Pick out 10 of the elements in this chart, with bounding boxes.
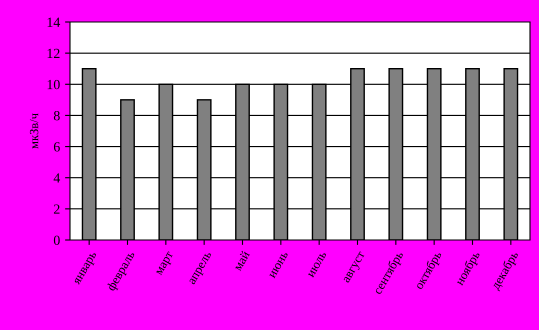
- y-tick-label: 12: [48, 48, 60, 58]
- y-tick-label: 10: [48, 80, 60, 90]
- y-tick-label: 6: [54, 142, 60, 152]
- y-axis-title: мкЗв/ч: [30, 113, 38, 149]
- y-tick-label: 14: [48, 18, 60, 27]
- y-tick-label: 4: [54, 173, 60, 183]
- x-tick-label: май: [232, 250, 250, 272]
- y-tick-label: 2: [54, 204, 60, 214]
- y-tick-label: 8: [54, 111, 60, 120]
- y-tick-label: 0: [54, 236, 60, 245]
